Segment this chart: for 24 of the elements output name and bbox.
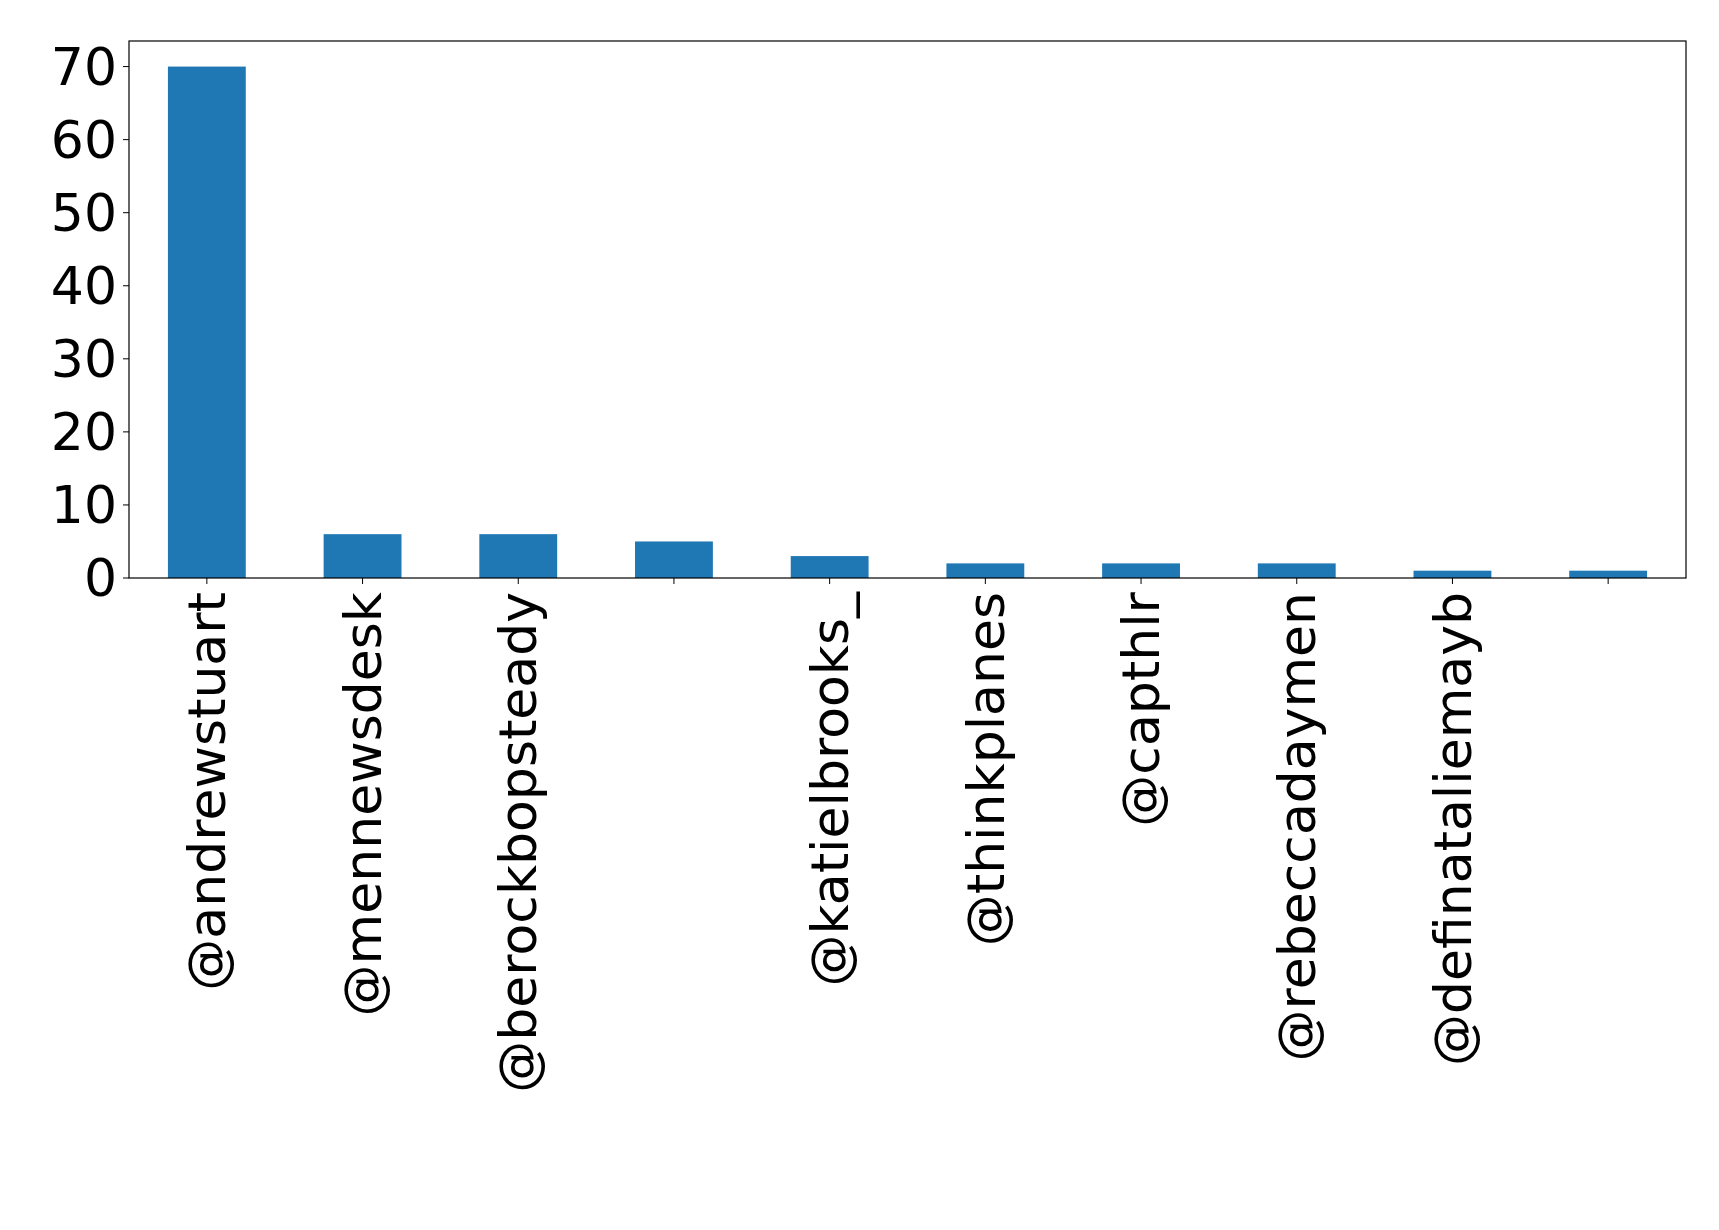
x-tick-label: @berockbopsteady bbox=[488, 592, 549, 1093]
y-tick-label: 70 bbox=[50, 36, 117, 97]
x-tick-label: @mennewsdesk bbox=[332, 592, 393, 1017]
bar bbox=[790, 556, 869, 578]
y-tick-label: 10 bbox=[50, 475, 117, 536]
bar bbox=[1257, 563, 1336, 578]
x-tick-label: @katielbrooks_ bbox=[799, 591, 860, 987]
x-tick-label: @capthlr bbox=[1111, 591, 1172, 827]
y-tick-label: 20 bbox=[50, 402, 117, 463]
bar bbox=[167, 66, 246, 578]
y-tick-label: 0 bbox=[83, 548, 117, 609]
bar bbox=[946, 563, 1025, 578]
bar bbox=[635, 541, 713, 578]
x-tick-label: @andrewstuart bbox=[177, 592, 238, 991]
y-tick-label: 60 bbox=[50, 109, 117, 170]
bar bbox=[323, 534, 402, 578]
bar bbox=[1102, 563, 1180, 578]
x-tick-label: @definataliemayb bbox=[1422, 592, 1483, 1067]
y-tick-label: 50 bbox=[50, 182, 117, 243]
y-tick-label: 40 bbox=[50, 255, 117, 316]
y-tick-label: 30 bbox=[50, 329, 117, 390]
x-tick-label: @thinkplanes bbox=[955, 592, 1016, 947]
bar bbox=[479, 534, 558, 578]
x-tick-label: @rebeccadaymen bbox=[1266, 592, 1327, 1062]
